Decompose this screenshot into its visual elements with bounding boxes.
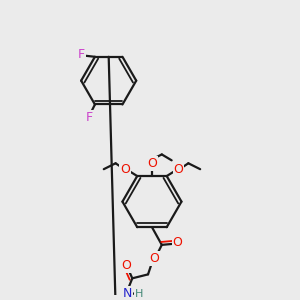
Text: O: O <box>147 157 157 170</box>
Text: F: F <box>85 111 93 124</box>
Text: O: O <box>121 163 130 176</box>
Text: O: O <box>172 236 182 249</box>
Text: O: O <box>149 252 159 265</box>
Text: F: F <box>78 48 85 61</box>
Text: H: H <box>135 289 143 299</box>
Text: N: N <box>123 286 132 300</box>
Text: O: O <box>174 163 184 176</box>
Text: O: O <box>122 259 131 272</box>
